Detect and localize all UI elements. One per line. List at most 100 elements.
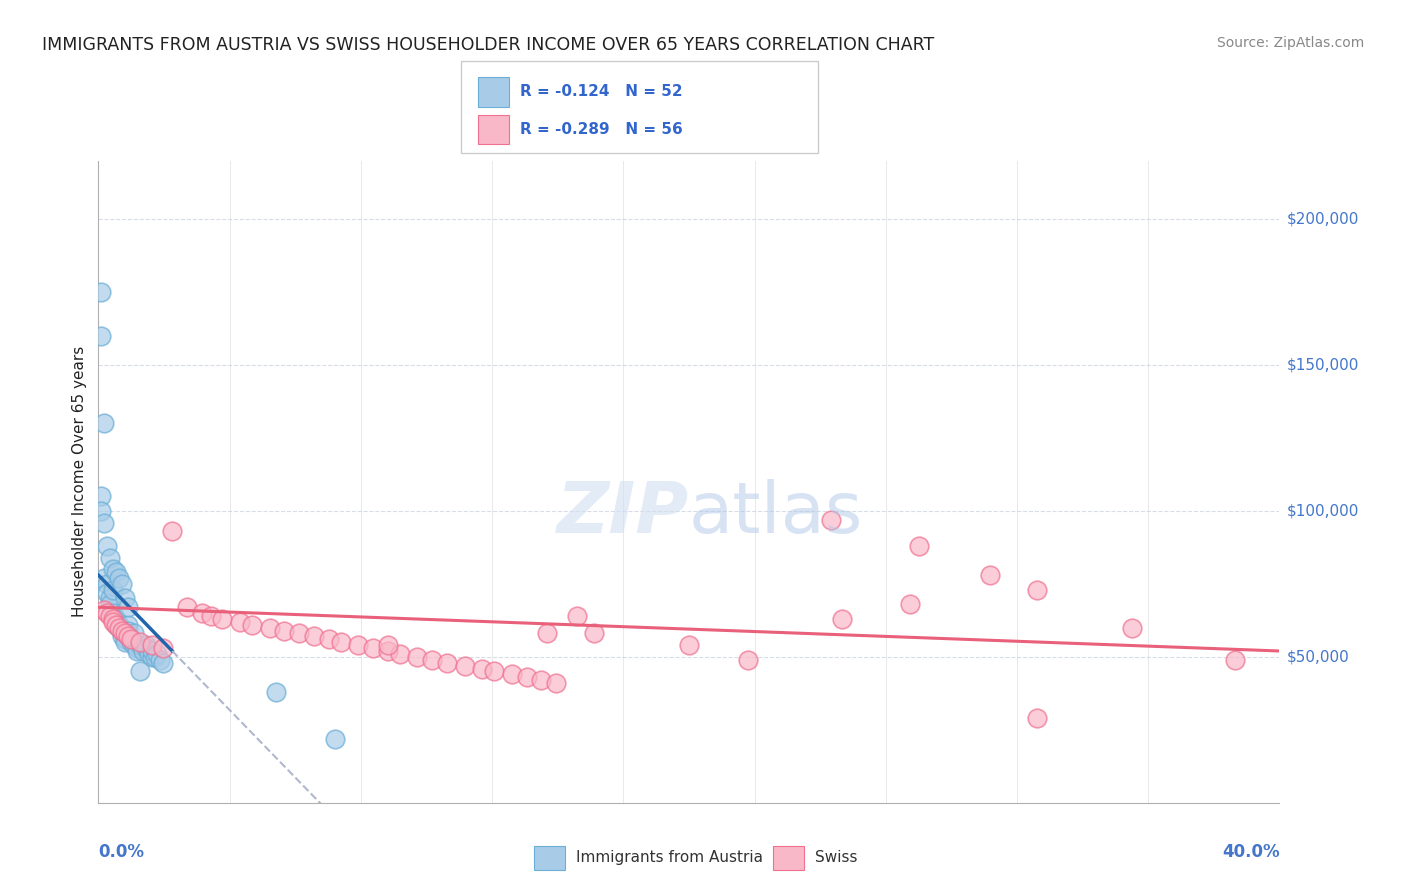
Point bbox=[361, 641, 384, 656]
Point bbox=[105, 565, 128, 579]
Text: 0.0%: 0.0% bbox=[98, 843, 145, 861]
Text: atlas: atlas bbox=[689, 479, 863, 549]
Point bbox=[114, 635, 136, 649]
Text: IMMIGRANTS FROM AUSTRIA VS SWISS HOUSEHOLDER INCOME OVER 65 YEARS CORRELATION CH: IMMIGRANTS FROM AUSTRIA VS SWISS HOUSEHO… bbox=[42, 36, 935, 54]
Text: ZIP: ZIP bbox=[557, 479, 689, 549]
Point bbox=[122, 626, 145, 640]
Point bbox=[111, 624, 134, 638]
Point bbox=[135, 641, 157, 656]
Text: $100,000: $100,000 bbox=[1286, 503, 1358, 518]
Point bbox=[406, 649, 429, 664]
Point bbox=[105, 612, 128, 626]
Point bbox=[831, 612, 853, 626]
Point bbox=[120, 632, 142, 647]
Point bbox=[176, 600, 198, 615]
Point bbox=[530, 673, 553, 688]
Point bbox=[143, 649, 166, 664]
Point bbox=[191, 606, 214, 620]
Point bbox=[90, 328, 112, 343]
Text: $200,000: $200,000 bbox=[1286, 211, 1358, 227]
Point bbox=[105, 617, 128, 632]
Point bbox=[98, 591, 121, 606]
Text: 40.0%: 40.0% bbox=[1222, 843, 1279, 861]
Point bbox=[900, 597, 922, 611]
Point bbox=[135, 638, 157, 652]
Point bbox=[120, 635, 142, 649]
Point bbox=[93, 603, 115, 617]
Point bbox=[93, 571, 115, 585]
Point bbox=[103, 606, 125, 620]
Y-axis label: Householder Income Over 65 years: Householder Income Over 65 years bbox=[72, 346, 87, 617]
Point bbox=[453, 658, 475, 673]
Text: R = -0.124   N = 52: R = -0.124 N = 52 bbox=[520, 85, 683, 99]
Point bbox=[515, 670, 537, 684]
Point bbox=[98, 609, 121, 624]
Point bbox=[979, 568, 1001, 582]
Point bbox=[149, 653, 172, 667]
Text: Source: ZipAtlas.com: Source: ZipAtlas.com bbox=[1216, 36, 1364, 50]
Text: Swiss: Swiss bbox=[815, 850, 858, 865]
Point bbox=[108, 571, 131, 585]
Point bbox=[240, 617, 263, 632]
Point bbox=[211, 612, 233, 626]
Point bbox=[152, 656, 174, 670]
Point bbox=[229, 615, 252, 629]
Point bbox=[146, 647, 169, 661]
Point bbox=[108, 621, 131, 635]
Point bbox=[377, 644, 399, 658]
Point bbox=[103, 562, 125, 576]
Point bbox=[583, 626, 606, 640]
Point bbox=[162, 524, 183, 539]
Point bbox=[105, 617, 128, 632]
Point bbox=[141, 649, 163, 664]
Text: $50,000: $50,000 bbox=[1286, 649, 1350, 665]
Point bbox=[420, 653, 443, 667]
Point bbox=[103, 615, 125, 629]
Point bbox=[96, 577, 118, 591]
Point bbox=[377, 638, 399, 652]
Point bbox=[128, 638, 150, 652]
Point bbox=[93, 516, 115, 530]
Point bbox=[117, 624, 139, 638]
Text: $150,000: $150,000 bbox=[1286, 358, 1358, 372]
Text: R = -0.289   N = 56: R = -0.289 N = 56 bbox=[520, 122, 683, 136]
Point bbox=[1026, 711, 1049, 725]
Point bbox=[141, 638, 163, 652]
Point bbox=[96, 539, 118, 553]
Point bbox=[200, 609, 222, 624]
Point bbox=[132, 644, 155, 658]
Point bbox=[264, 685, 287, 699]
Point bbox=[125, 641, 148, 656]
Point bbox=[288, 626, 311, 640]
Point bbox=[117, 600, 139, 615]
Point bbox=[544, 676, 567, 690]
Point bbox=[108, 621, 131, 635]
Point bbox=[737, 653, 759, 667]
Point bbox=[259, 621, 281, 635]
Point bbox=[111, 629, 134, 643]
Point bbox=[90, 504, 112, 518]
Point bbox=[90, 489, 112, 503]
Point bbox=[1121, 621, 1143, 635]
Point bbox=[1223, 653, 1246, 667]
Point bbox=[114, 632, 136, 647]
Point bbox=[96, 585, 118, 599]
Point bbox=[114, 626, 136, 640]
Point bbox=[117, 629, 139, 643]
Point bbox=[141, 644, 163, 658]
Point bbox=[138, 647, 160, 661]
Point bbox=[908, 539, 931, 553]
Point bbox=[117, 629, 139, 643]
Point bbox=[678, 638, 700, 652]
Point bbox=[482, 665, 505, 679]
Point bbox=[103, 612, 125, 626]
Point bbox=[98, 597, 121, 611]
Point bbox=[536, 626, 558, 640]
Point bbox=[318, 632, 340, 647]
Point bbox=[436, 656, 458, 670]
Point bbox=[501, 667, 523, 681]
Point bbox=[98, 550, 121, 565]
Point bbox=[471, 661, 494, 675]
Point bbox=[111, 624, 134, 638]
Point bbox=[128, 665, 150, 679]
